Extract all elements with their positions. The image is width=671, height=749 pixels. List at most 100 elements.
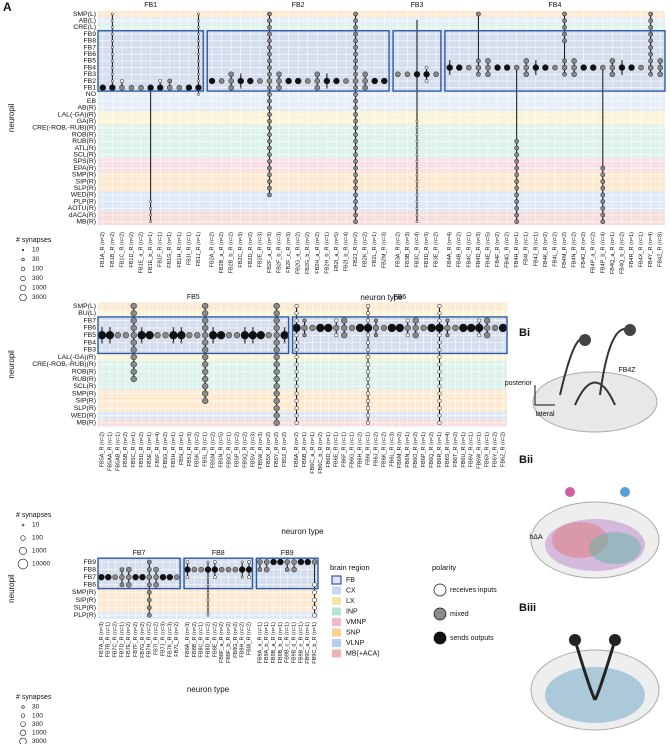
synapse-dot (149, 213, 153, 217)
synapse-dot (580, 64, 587, 71)
neuron-type-label: FB9C_a_R (n=1) (305, 622, 311, 664)
synapse-dot (284, 559, 290, 565)
synapse-dot (514, 152, 519, 157)
neuron-type-label: FB4P_a_R (n=2) (591, 232, 597, 274)
synapse-dot (266, 78, 273, 84)
synapse-dot (523, 64, 530, 71)
neuropil-label: CRE(-ROB,-RUB)(R) (32, 361, 96, 368)
legend-dot (433, 583, 447, 597)
synapse-dot (273, 397, 280, 405)
legend-dot (17, 558, 29, 570)
neuropil-label: SCL(R) (73, 383, 96, 390)
synapse-dot (108, 326, 111, 329)
neuron-type-label: FB6X_R (n=1) (485, 432, 491, 467)
synapse-dot (206, 575, 210, 579)
legend-swatch (332, 597, 341, 605)
synapse-dot (477, 333, 482, 338)
legend-dot (21, 257, 25, 262)
synapse-dot (198, 566, 204, 573)
synapse-dot (294, 362, 299, 367)
synapse-dot (202, 383, 209, 390)
synapse-dot (267, 65, 272, 70)
neuron-type-label: FB4P_b_R (n=4) (600, 232, 606, 274)
synapse-dot (600, 192, 606, 198)
legend-label: SNP (346, 629, 361, 636)
synapse-dot (412, 332, 419, 339)
synapse-dot (202, 361, 209, 368)
synapse-dot (648, 45, 653, 50)
fb-box (392, 30, 442, 92)
synapse-dot (312, 597, 317, 603)
synapse-dot (648, 25, 653, 30)
neuron-type-label: FB6B_R (n=1) (302, 432, 308, 467)
synapse-dot (404, 71, 411, 78)
neuropil-label: FB4 (84, 339, 97, 346)
synapse-dot (240, 575, 244, 579)
legend-dot (20, 713, 26, 718)
legend-dot (21, 705, 25, 709)
synapse-dot (405, 318, 410, 323)
neuropil-label: MB(R) (76, 420, 96, 427)
synapse-dot (122, 332, 129, 339)
y-axis-label: neuropil (7, 574, 16, 603)
neuron-type-label: FB2H_b_R (n=1) (324, 232, 330, 274)
arbor (624, 324, 636, 336)
neuropil-label: FB7 (84, 574, 97, 581)
synapse-dot (523, 71, 530, 78)
neuron-type-label: FB2F_c_R (n=3) (286, 232, 292, 273)
synapse-dot (105, 331, 115, 340)
synapse-dot (657, 71, 663, 78)
synapse-dot (267, 45, 272, 50)
synapse-dot (456, 64, 463, 71)
image-label: Biii (519, 602, 536, 614)
synapse-dot (256, 331, 265, 340)
synapse-dot (110, 32, 114, 36)
synapse-dot (267, 18, 272, 23)
neuron-type-label: FB2C_R (n=3) (238, 232, 244, 268)
synapse-dot (263, 566, 270, 573)
synapse-dot (294, 77, 302, 85)
legend-dot (19, 737, 27, 746)
neuropil-label: FB7 (84, 44, 97, 51)
synapse-dot (267, 25, 272, 30)
synapse-dot (648, 11, 653, 17)
neuropil-label: FB8 (84, 38, 97, 45)
neuron-type-label: FB5D_R (n=2) (139, 432, 145, 468)
synapse-dot (110, 26, 114, 29)
synapse-dot (185, 560, 190, 564)
synapse-dot (110, 72, 114, 76)
synapse-dot (437, 355, 442, 360)
synapse-dot (334, 333, 339, 338)
synapse-dot (362, 84, 368, 91)
synapse-dot (146, 559, 152, 565)
synapse-dot (98, 573, 105, 581)
synapse-dot (119, 84, 125, 91)
synapse-dot (206, 613, 210, 617)
synapse-dot (172, 326, 175, 329)
legend-dot (433, 607, 447, 621)
synapse-dot (202, 310, 209, 317)
synapse-dot (267, 165, 272, 171)
synapse-dot (267, 192, 272, 198)
synapse-dot (240, 331, 250, 340)
synapse-dot (153, 566, 159, 573)
synapse-dot (353, 118, 358, 124)
neuropil-label: PLP(R) (74, 612, 96, 619)
synapse-dot (247, 77, 254, 85)
synapse-dot (239, 73, 242, 76)
synapse-dot (571, 71, 577, 78)
synapse-dot (324, 323, 333, 333)
synapse-dot (267, 172, 272, 178)
neuropil-label: SMP(R) (72, 172, 96, 179)
legend-label: INP (346, 608, 358, 615)
group-title: FB1 (144, 2, 157, 9)
neuron-type-label: FB6G_R (n=1) (350, 432, 356, 468)
image-bi (532, 324, 658, 433)
fb-box (291, 316, 508, 355)
neuron-type-label: FB2B_b_R (n=2) (229, 232, 235, 274)
neuron-type-label: FB9A_b_R (n=1) (264, 622, 270, 664)
synapse-dot (294, 376, 299, 382)
synapse-dot (120, 79, 124, 83)
synapse-dot (534, 73, 537, 76)
synapse-dot (415, 119, 419, 123)
